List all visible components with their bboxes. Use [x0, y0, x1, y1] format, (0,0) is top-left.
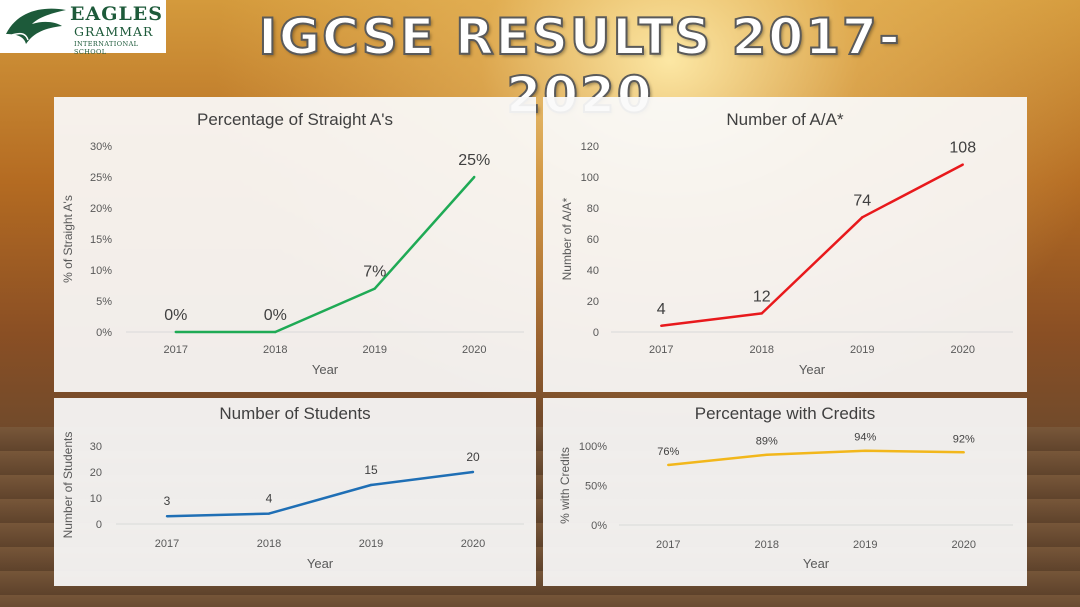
- series-line: [661, 163, 964, 328]
- y-tick-label: 20: [90, 467, 102, 479]
- chart-title: Number of Students: [219, 404, 370, 423]
- data-label: 15: [364, 463, 378, 477]
- data-label: 94%: [854, 432, 876, 444]
- chart-straight-a: Percentage of Straight A's 0% 5% 10% 15% 20% 2…: [61, 110, 524, 377]
- eagle-icon: [6, 8, 66, 44]
- y-tick-label: 30%: [90, 141, 112, 153]
- y-tick-label: 10%: [90, 265, 112, 277]
- data-point: [473, 175, 476, 179]
- x-tick-label: 2019: [850, 344, 874, 356]
- data-point: [373, 287, 376, 290]
- page-title: IGCSE RESULTS 2017-2020: [257, 7, 902, 125]
- data-point: [369, 483, 373, 487]
- data-point: [864, 449, 867, 452]
- y-tick-label: 30: [90, 441, 102, 453]
- data-point: [961, 163, 964, 166]
- data-label: 4: [266, 492, 273, 506]
- y-axis-label: Number of Students: [61, 432, 75, 539]
- data-point: [471, 470, 475, 474]
- x-axis-label: Year: [307, 556, 334, 571]
- x-axis-label: Year: [799, 362, 826, 377]
- data-point: [962, 451, 965, 454]
- y-tick-label: 20%: [90, 203, 112, 215]
- y-tick-label: 15%: [90, 234, 112, 246]
- data-label: 4: [657, 301, 666, 318]
- data-label: 12: [753, 288, 771, 305]
- x-tick-label: 2017: [164, 344, 188, 356]
- logo-line-2: GRAMMAR: [74, 24, 154, 39]
- y-tick-label: 120: [581, 141, 599, 153]
- x-tick-label: 2019: [359, 538, 383, 550]
- x-tick-label: 2020: [461, 538, 485, 550]
- chart-credits: Percentage with Credits 0% 50% 100% 2017 2018…: [558, 404, 1013, 571]
- x-tick-label: 2020: [462, 344, 486, 356]
- data-point: [861, 216, 864, 219]
- y-tick-label: 80: [587, 203, 599, 215]
- chart-title: Percentage with Credits: [695, 404, 875, 423]
- y-tick-label: 0%: [96, 327, 112, 339]
- chart-title: Number of A/A*: [726, 110, 844, 129]
- y-axis-label: % of Straight A's: [61, 195, 75, 283]
- data-point: [274, 330, 277, 334]
- x-tick-label: 2017: [656, 539, 680, 551]
- y-tick-label: 100%: [579, 441, 607, 453]
- x-tick-label: 2018: [257, 538, 281, 550]
- data-label: 20: [466, 450, 480, 464]
- logo-line-1: EAGLES: [70, 3, 164, 25]
- x-tick-label: 2018: [263, 344, 287, 356]
- x-axis-label: Year: [312, 362, 339, 377]
- x-tick-label: 2020: [951, 344, 975, 356]
- x-tick-label: 2019: [853, 539, 877, 551]
- y-tick-label: 0%: [591, 520, 607, 532]
- x-tick-label: 2018: [755, 539, 779, 551]
- y-axis-label: Number of A/A*: [560, 197, 574, 280]
- y-tick-label: 40: [587, 265, 599, 277]
- data-label: 25%: [458, 152, 490, 169]
- y-tick-label: 5%: [96, 296, 112, 308]
- data-label: 0%: [164, 307, 187, 324]
- y-tick-label: 0: [593, 327, 599, 339]
- data-label: 108: [949, 140, 976, 157]
- data-point: [660, 324, 663, 327]
- chart-panel-straight-a: Percentage of Straight A's 0% 5% 10% 15% 20% 2…: [54, 97, 536, 392]
- data-point: [174, 330, 177, 334]
- series-line: [668, 449, 964, 467]
- chart-num-a: Number of A/A* 0 20 40 60 80 100 120 2017 2018 201…: [560, 110, 1013, 377]
- series-line: [175, 176, 476, 334]
- chart-title: Percentage of Straight A's: [197, 110, 393, 129]
- x-tick-label: 2020: [952, 539, 976, 551]
- y-tick-label: 50%: [585, 481, 607, 493]
- chart-panel-students: Number of Students 0 10 20 30 2017 2018 2019 202…: [54, 398, 536, 586]
- x-tick-label: 2017: [155, 538, 179, 550]
- x-axis-label: Year: [803, 556, 830, 571]
- logo-line-3: INTERNATIONAL SCHOOL: [74, 40, 139, 56]
- x-tick-label: 2018: [750, 344, 774, 356]
- data-point: [267, 512, 271, 515]
- y-tick-label: 0: [96, 519, 102, 531]
- chart-panel-number-a: Number of A/A* 0 20 40 60 80 100 120 2017 2018 201…: [543, 97, 1027, 392]
- data-label: 76%: [657, 446, 679, 458]
- data-point: [760, 312, 763, 315]
- school-logo: EAGLES GRAMMAR INTERNATIONAL SCHOOL: [0, 0, 166, 56]
- data-label: 89%: [756, 436, 778, 448]
- x-tick-label: 2017: [649, 344, 673, 356]
- data-label: 92%: [953, 433, 975, 445]
- x-tick-label: 2019: [363, 344, 387, 356]
- chart-panel-credits: Percentage with Credits 0% 50% 100% 2017 2018…: [543, 398, 1027, 586]
- y-tick-label: 100: [581, 172, 599, 184]
- y-tick-label: 60: [587, 234, 599, 246]
- y-axis-label: % with Credits: [558, 447, 572, 524]
- data-label: 74: [853, 192, 871, 209]
- data-point: [765, 453, 768, 456]
- data-point: [667, 463, 670, 467]
- data-label: 7%: [363, 264, 386, 281]
- series-line: [166, 470, 474, 518]
- y-tick-label: 20: [587, 296, 599, 308]
- y-tick-label: 25%: [90, 172, 112, 184]
- data-point: [165, 515, 169, 518]
- data-label: 0%: [264, 307, 287, 324]
- data-label: 3: [164, 494, 171, 508]
- y-tick-label: 10: [90, 493, 102, 505]
